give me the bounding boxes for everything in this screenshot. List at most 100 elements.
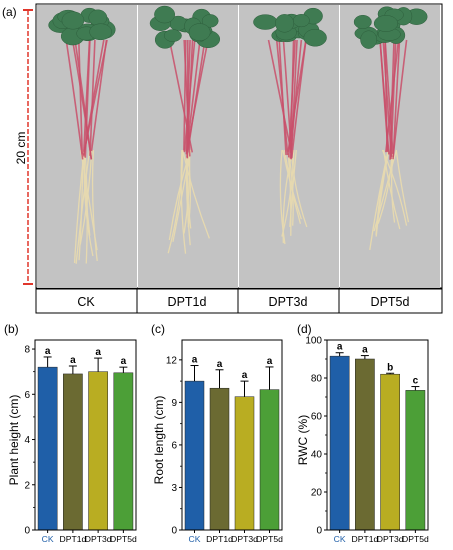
y-tick-label: 12 <box>166 355 178 366</box>
category-label-dpt5d: DPT5d <box>256 534 283 544</box>
stem-line <box>77 39 84 155</box>
y-tick-label: 6 <box>171 440 177 451</box>
stem-line <box>183 39 196 153</box>
significance-letter-ck: a <box>192 355 198 366</box>
root-line <box>167 149 184 254</box>
bar-dpt3d <box>234 396 255 531</box>
bar-dpt5d <box>405 390 426 531</box>
category-label-ck: CK <box>189 534 201 544</box>
category-label-dpt1d: DPT1d <box>206 534 233 544</box>
category-label-dpt1d: DPT1d <box>60 534 87 544</box>
stem-line <box>89 39 96 156</box>
leaf <box>88 9 108 26</box>
panel-d-label: (d) <box>297 322 312 336</box>
root-line <box>91 149 98 261</box>
y-tick-label: 3 <box>171 483 177 494</box>
leaf <box>303 28 327 47</box>
y-tick-label: 100 <box>305 336 322 347</box>
significance-letter-dpt3d: b <box>387 362 393 373</box>
significance-letter-ck: a <box>337 342 343 353</box>
stem-line <box>382 39 393 157</box>
stem-line <box>390 39 397 160</box>
significance-letter-dpt5d: c <box>413 376 419 387</box>
significance-letter-dpt5d: a <box>267 356 273 367</box>
root-line <box>182 149 210 239</box>
stem-line <box>183 39 187 151</box>
stem-line <box>275 39 289 156</box>
category-label-dpt3d: DPT3d <box>85 534 112 544</box>
panel-c-ylabel: Root length (cm) <box>152 396 166 485</box>
significance-letter-dpt1d: a <box>70 355 76 366</box>
category-label-ck: CK <box>42 534 54 544</box>
bar-ck <box>184 380 205 531</box>
treatment-label-dpt3d: DPT3d <box>269 295 308 309</box>
y-tick-label: 9 <box>171 398 177 409</box>
stem-line <box>287 39 307 152</box>
root-line <box>82 149 91 236</box>
leaf <box>188 23 211 41</box>
treatment-label-strip <box>35 288 443 314</box>
category-label-dpt3d: DPT3d <box>231 534 258 544</box>
leaf <box>154 5 175 24</box>
panel-a-label: (a) <box>2 5 17 19</box>
treatment-label-dpt5d: DPT5d <box>371 295 410 309</box>
category-label-dpt5d: DPT5d <box>402 534 429 544</box>
y-tick-label: 4 <box>24 435 30 446</box>
stem-line <box>82 39 108 156</box>
root-line <box>383 149 401 230</box>
plot-frame <box>181 339 283 531</box>
y-tick-label: 0 <box>171 526 177 537</box>
stem-line <box>185 39 209 155</box>
significance-letter-dpt3d: a <box>242 370 248 381</box>
bar-dpt5d <box>113 372 134 531</box>
leaf <box>163 29 182 42</box>
y-tick-label: 0 <box>316 526 322 537</box>
leaf <box>253 14 278 30</box>
bar-dpt1d <box>209 387 230 531</box>
y-tick-label: 6 <box>24 390 30 401</box>
y-tick-label: 8 <box>24 345 30 356</box>
root-line <box>185 149 191 246</box>
y-tick-label: 20 <box>311 488 323 499</box>
leaf <box>89 23 112 41</box>
bar-dpt5d <box>259 389 280 531</box>
bar-dpt1d <box>355 358 375 531</box>
significance-letter-dpt1d: a <box>362 345 368 356</box>
leaf <box>373 15 399 32</box>
plot-frame <box>34 339 137 531</box>
scale-bar: 20 cm <box>14 9 33 285</box>
y-tick-label: 80 <box>311 374 323 385</box>
panel-a: (a) 20 cm CK DPT1d DPT3d DPT5d <box>2 3 443 314</box>
root-line <box>395 149 410 223</box>
root-line <box>180 149 187 254</box>
category-label-ck: CK <box>334 534 346 544</box>
panel-d-ylabel: RWC (%) <box>296 415 310 465</box>
plant-photos <box>37 5 440 288</box>
stem-line <box>392 39 408 158</box>
bar-dpt1d <box>63 373 83 531</box>
category-label-dpt5d: DPT5d <box>110 534 137 544</box>
bar-ck <box>329 355 350 531</box>
y-tick-label: 60 <box>311 412 323 423</box>
panel-d-plot: a CK a DPT1d b DPT3d c DPT5d 0 20 40 60 80 100 <box>305 336 429 545</box>
root-line <box>369 149 390 251</box>
panel-c-plot: a CK a DPT1d a DPT3d a DPT5d 0 3 6 9 12 <box>166 339 283 544</box>
stem-line <box>65 39 84 160</box>
category-label-dpt3d: DPT3d <box>377 534 404 544</box>
scale-bar-text: 20 cm <box>14 132 28 165</box>
leaf <box>360 30 378 49</box>
stem-line <box>290 39 298 160</box>
root-line <box>287 149 292 236</box>
root-line <box>381 149 408 226</box>
significance-letter-dpt3d: a <box>95 347 101 358</box>
leaf <box>292 14 310 28</box>
stem-line <box>379 39 389 152</box>
panel-d: (d) RWC (%) a CK a DPT1d b DPT3d c DPT5d 0 20 40 60… <box>296 322 429 544</box>
category-label-dpt1d: DPT1d <box>352 534 379 544</box>
bar-ck <box>37 366 58 531</box>
significance-letter-ck: a <box>45 346 51 357</box>
root-line <box>373 149 398 232</box>
panel-b-plot: a CK a DPT1d a DPT3d a DPT5d 0 2 4 6 8 <box>24 339 137 544</box>
root-line <box>168 149 192 241</box>
